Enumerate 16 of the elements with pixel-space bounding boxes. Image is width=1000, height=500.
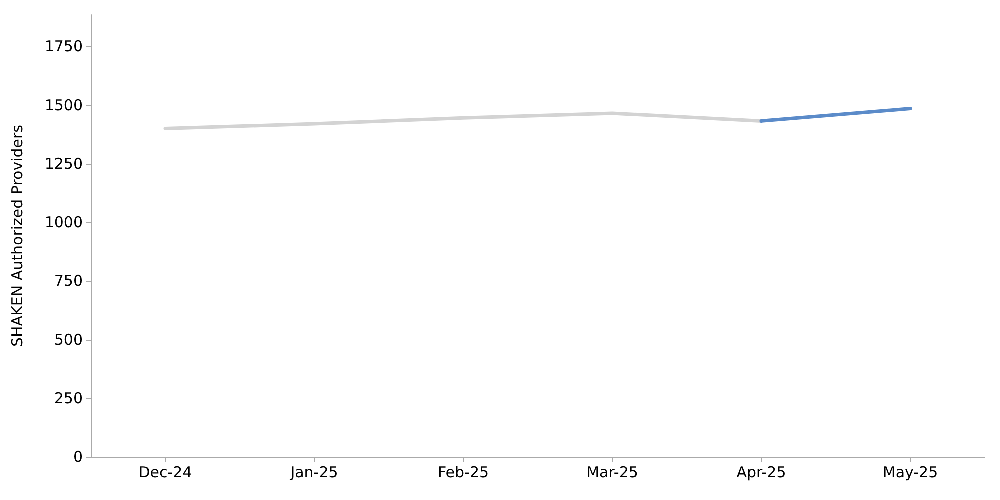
y-tick-label: 1000 xyxy=(44,214,83,232)
x-tick-label: Dec-24 xyxy=(138,464,192,482)
y-tick-label: 250 xyxy=(54,389,83,408)
x-tick-label: Feb-25 xyxy=(438,464,490,482)
y-tick-label: 0 xyxy=(73,448,83,466)
y-tick-label: 750 xyxy=(54,272,83,290)
x-tick-label: Jan-25 xyxy=(290,464,338,482)
y-axis-title: SHAKEN Authorized Providers xyxy=(8,124,26,347)
y-tick-label: 1500 xyxy=(44,96,83,114)
x-tick-label: Apr-25 xyxy=(736,464,786,482)
y-tick-label: 1250 xyxy=(44,154,83,173)
x-tick-label: Mar-25 xyxy=(586,464,638,482)
line-series xyxy=(164,112,764,130)
y-tick-label: 500 xyxy=(54,330,83,349)
y-tick-label: 1750 xyxy=(44,38,83,56)
x-tick-label: May-25 xyxy=(882,464,938,482)
